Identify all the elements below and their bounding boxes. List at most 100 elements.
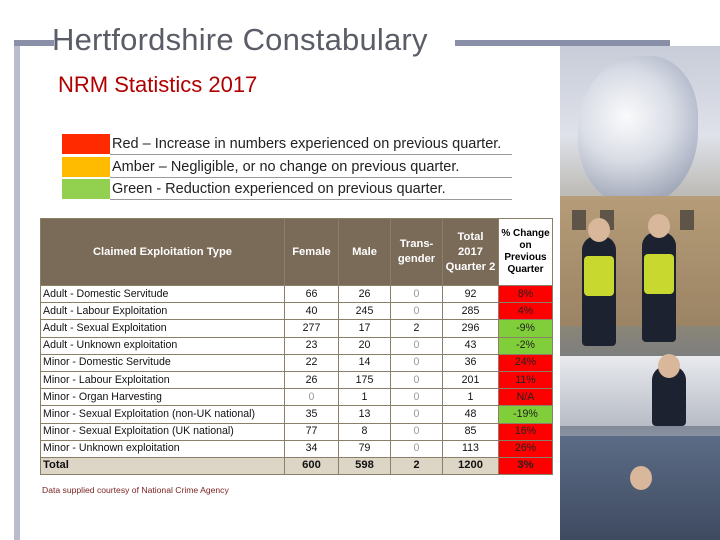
- legend-divider: [110, 177, 512, 178]
- legend-label: Amber – Negligible, or no change on prev…: [112, 159, 460, 175]
- cell-transgender: 0: [390, 302, 443, 321]
- source-footnote: Data supplied courtesy of National Crime…: [42, 485, 229, 495]
- cell-pct-change: -2%: [498, 336, 553, 355]
- table-row: Adult - Sexual Exploitation 277 17 2 296 -9%: [40, 319, 553, 338]
- cell-female: 35: [284, 405, 339, 424]
- cell-male: 1: [338, 388, 391, 407]
- cell-pct-change: 4%: [498, 302, 553, 321]
- cell-pct-change: -19%: [498, 405, 553, 424]
- cell-total: 113: [442, 439, 499, 458]
- officer-head: [658, 354, 680, 378]
- column-header-male: Male: [338, 218, 391, 286]
- cell-male: 20: [338, 336, 391, 355]
- cell-total: 1200: [442, 456, 499, 476]
- cell-exploitation-type: Adult - Labour Exploitation: [40, 302, 285, 321]
- brand-title: Hertfordshire Constabulary: [52, 22, 428, 57]
- cell-total: 85: [442, 422, 499, 441]
- cell-female: 0: [284, 388, 339, 407]
- cell-total: 285: [442, 302, 499, 321]
- header-rule-left: [14, 40, 54, 46]
- cell-male: 598: [338, 456, 391, 476]
- cell-exploitation-type: Adult - Unknown exploitation: [40, 336, 285, 355]
- town-building-image: [560, 196, 720, 346]
- cell-transgender: 0: [390, 388, 443, 407]
- cell-male: 245: [338, 302, 391, 321]
- column-header-total: Total 2017 Quarter 2: [442, 218, 499, 286]
- hi-vis-vest: [584, 256, 614, 296]
- cell-transgender: 0: [390, 284, 443, 304]
- cell-female: 40: [284, 302, 339, 321]
- cell-exploitation-type: Minor - Labour Exploitation: [40, 370, 285, 390]
- table-row: Minor - Sexual Exploitation (non-UK nati…: [40, 405, 553, 424]
- hi-vis-vest: [644, 254, 674, 294]
- cell-transgender: 2: [390, 319, 443, 338]
- legend-label: Green - Reduction experienced on previou…: [112, 181, 446, 197]
- legend-swatch-amber: [62, 157, 110, 177]
- nrm-statistics-table: Claimed Exploitation Type Female Male Tr…: [40, 218, 553, 476]
- page-title: NRM Statistics 2017: [58, 72, 258, 97]
- cell-pct-change: 24%: [498, 353, 553, 372]
- cell-pct-change: 11%: [498, 370, 553, 390]
- cell-exploitation-type: Minor - Domestic Servitude: [40, 353, 285, 372]
- cell-pct-change: 3%: [498, 456, 553, 476]
- table-total-row: Total 600 598 2 1200 3%: [40, 456, 553, 476]
- cell-exploitation-type: Minor - Organ Harvesting: [40, 388, 285, 407]
- column-header-pct-change: % Change on Previous Quarter: [498, 218, 553, 286]
- police-photo-collage: [560, 46, 720, 540]
- cell-total: 43: [442, 336, 499, 355]
- column-header-type: Claimed Exploitation Type: [40, 218, 285, 286]
- legend-divider: [110, 199, 512, 200]
- header-rule-right: [455, 40, 670, 46]
- cell-exploitation-type: Adult - Domestic Servitude: [40, 284, 285, 304]
- cell-total: 296: [442, 319, 499, 338]
- legend-item-green: Green - Reduction experienced on previou…: [62, 179, 512, 200]
- table-row: Minor - Unknown exploitation 34 79 0 113 26%: [40, 439, 553, 458]
- cell-exploitation-type: Total: [40, 456, 285, 476]
- control-room-image: [560, 436, 720, 540]
- cell-exploitation-type: Minor - Unknown exploitation: [40, 439, 285, 458]
- operator-head: [630, 466, 652, 490]
- column-header-female: Female: [284, 218, 339, 286]
- building-window: [680, 210, 694, 230]
- legend-item-red: Red – Increase in numbers experienced on…: [62, 134, 512, 155]
- left-margin: [0, 0, 14, 540]
- cell-male: 14: [338, 353, 391, 372]
- cell-female: 22: [284, 353, 339, 372]
- cell-total: 1: [442, 388, 499, 407]
- cell-transgender: 0: [390, 405, 443, 424]
- table-row: Adult - Labour Exploitation 40 245 0 285 4%: [40, 302, 553, 321]
- cell-total: 36: [442, 353, 499, 372]
- glass-sculpture-image: [578, 56, 698, 206]
- table-row: Minor - Sexual Exploitation (UK national…: [40, 422, 553, 441]
- officer-head: [648, 214, 670, 238]
- cell-pct-change: N/A: [498, 388, 553, 407]
- cell-transgender: 0: [390, 336, 443, 355]
- cell-female: 66: [284, 284, 339, 304]
- cell-female: 26: [284, 370, 339, 390]
- cell-male: 8: [338, 422, 391, 441]
- cell-female: 34: [284, 439, 339, 458]
- column-header-transgender: Trans-gender: [390, 218, 443, 286]
- cell-male: 17: [338, 319, 391, 338]
- table-row: Minor - Domestic Servitude 22 14 0 36 24%: [40, 353, 553, 372]
- table-row: Minor - Labour Exploitation 26 175 0 201 11%: [40, 370, 553, 390]
- cell-pct-change: 8%: [498, 284, 553, 304]
- left-frame-line: [14, 40, 20, 540]
- cell-exploitation-type: Minor - Sexual Exploitation (non-UK nati…: [40, 405, 285, 424]
- cell-exploitation-type: Minor - Sexual Exploitation (UK national…: [40, 422, 285, 441]
- cell-female: 77: [284, 422, 339, 441]
- patrol-car-image: [560, 354, 720, 426]
- table-row: Adult - Domestic Servitude 66 26 0 92 8%: [40, 284, 553, 304]
- legend-swatch-green: [62, 179, 110, 199]
- legend-swatch-red: [62, 134, 110, 154]
- cell-exploitation-type: Adult - Sexual Exploitation: [40, 319, 285, 338]
- cell-male: 79: [338, 439, 391, 458]
- cell-female: 600: [284, 456, 339, 476]
- cell-pct-change: -9%: [498, 319, 553, 338]
- cell-male: 13: [338, 405, 391, 424]
- legend-label: Red – Increase in numbers experienced on…: [112, 136, 502, 152]
- legend-divider: [110, 154, 512, 155]
- cell-total: 48: [442, 405, 499, 424]
- cell-transgender: 0: [390, 370, 443, 390]
- legend-item-amber: Amber – Negligible, or no change on prev…: [62, 157, 512, 178]
